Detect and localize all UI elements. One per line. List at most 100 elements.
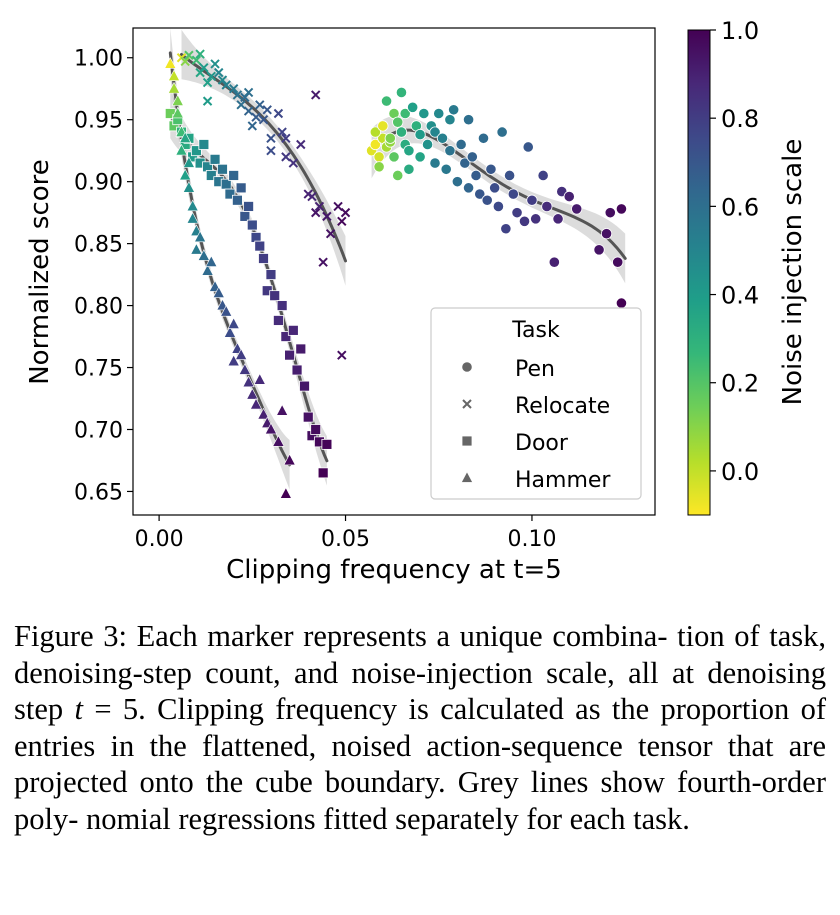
legend-box	[430, 307, 642, 500]
marker-relocate	[273, 108, 284, 119]
marker-door	[273, 315, 284, 326]
marker-relocate	[221, 80, 231, 90]
marker-hammer	[171, 94, 184, 106]
marker-pen	[526, 194, 538, 206]
marker-pen	[392, 116, 404, 128]
marker-pen	[518, 215, 531, 227]
marker-hammer	[257, 407, 270, 420]
marker-pen	[392, 169, 404, 182]
marker-door	[299, 380, 310, 392]
x-axis-label: Clipping frequency at t=5	[226, 555, 562, 585]
marker-relocate	[243, 87, 254, 98]
x-tick-label: 0.10	[507, 527, 556, 552]
colorbar-tick-label: 0.4	[721, 282, 759, 310]
marker-relocate	[325, 228, 336, 239]
marker-relocate	[266, 133, 276, 143]
marker-hammer	[264, 422, 278, 435]
marker-hammer	[182, 156, 196, 168]
marker-door	[302, 411, 314, 423]
marker-door	[209, 153, 221, 165]
marker-hammer	[283, 453, 296, 466]
colorbar-tick-label: 1.0	[721, 17, 759, 45]
marker-pen	[451, 176, 463, 188]
marker-pen	[511, 207, 523, 219]
y-tick-label: 0.65	[74, 480, 123, 505]
y-tick-label: 0.75	[74, 357, 123, 382]
colorbar	[687, 29, 711, 516]
marker-hammer	[246, 387, 259, 400]
marker-door	[265, 269, 277, 280]
marker-relocate	[228, 84, 239, 94]
marker-hammer	[182, 181, 196, 193]
marker-pen	[507, 188, 519, 200]
marker-pen	[414, 151, 426, 163]
caption-equals: = 5.	[94, 692, 146, 726]
marker-relocate	[314, 201, 325, 212]
marker-hammer	[201, 264, 214, 276]
y-tick-label: 0.80	[74, 295, 123, 320]
marker-pen	[477, 132, 490, 144]
marker-hammer	[167, 81, 181, 94]
marker-pen	[448, 104, 460, 116]
marker-door	[224, 188, 236, 200]
marker-hammer	[220, 304, 233, 317]
marker-hammer	[190, 242, 203, 255]
marker-pen	[403, 145, 415, 157]
marker-pen	[600, 228, 613, 240]
colorbar-ticks: 0.0 0.2 0.4 0.6 0.8 1.0	[710, 17, 759, 486]
marker-relocate	[184, 50, 194, 60]
marker-pen	[418, 107, 430, 120]
marker-pen	[440, 163, 452, 175]
legend-title: Task	[511, 318, 560, 343]
marker-pen	[563, 190, 575, 203]
marker-relocate	[340, 207, 351, 218]
marker-pen	[548, 256, 560, 268]
marker-hammer	[164, 57, 177, 69]
legend-label-relocate: Relocate	[515, 394, 610, 419]
marker-pen	[481, 194, 493, 206]
marker-hammer	[167, 69, 181, 82]
marker-door	[276, 300, 288, 311]
marker-pen	[444, 114, 456, 126]
marker-pen	[485, 163, 497, 175]
marker-door	[217, 163, 228, 175]
legend-marker-hammer	[460, 471, 474, 483]
marker-pen	[474, 188, 486, 200]
marker-pen	[388, 151, 400, 163]
y-tick-label: 0.95	[74, 109, 123, 134]
marker-relocate	[281, 133, 291, 143]
marker-hammer	[242, 375, 255, 388]
marker-door	[321, 438, 333, 450]
marker-relocate	[281, 152, 291, 162]
marker-relocate	[333, 201, 343, 212]
marker-relocate	[191, 55, 202, 65]
marker-hammer	[227, 317, 240, 329]
colorbar-tick-label: 0.8	[721, 105, 759, 133]
marker-relocate	[206, 71, 217, 82]
marker-pen	[470, 169, 482, 182]
marker-pen	[429, 157, 441, 169]
marker-hammer	[238, 363, 251, 375]
marker-pen	[444, 145, 456, 157]
y-tick-label: 0.85	[74, 233, 123, 258]
marker-door	[235, 182, 247, 194]
marker-pen	[604, 207, 616, 219]
marker-hammer	[194, 230, 207, 243]
regression-line-hammer	[168, 51, 292, 467]
marker-relocate	[202, 96, 213, 106]
marker-door	[190, 145, 202, 157]
colorbar-label: Noise injection scale	[778, 139, 808, 406]
marker-pen	[496, 126, 508, 138]
marker-hammer	[249, 397, 263, 410]
marker-door	[291, 364, 303, 376]
legend-marker-pen	[461, 361, 473, 373]
marker-relocate	[322, 211, 332, 222]
figure-caption: Figure 3: Each marker represents a uniqu…	[14, 618, 826, 837]
marker-pen	[436, 132, 449, 144]
legend-label-pen: Pen	[515, 357, 555, 382]
marker-pen	[503, 169, 516, 182]
confidence-band-pen	[371, 115, 626, 284]
marker-door	[269, 290, 281, 302]
legend-label-hammer: Hammer	[515, 468, 611, 493]
marker-pen	[615, 297, 628, 309]
